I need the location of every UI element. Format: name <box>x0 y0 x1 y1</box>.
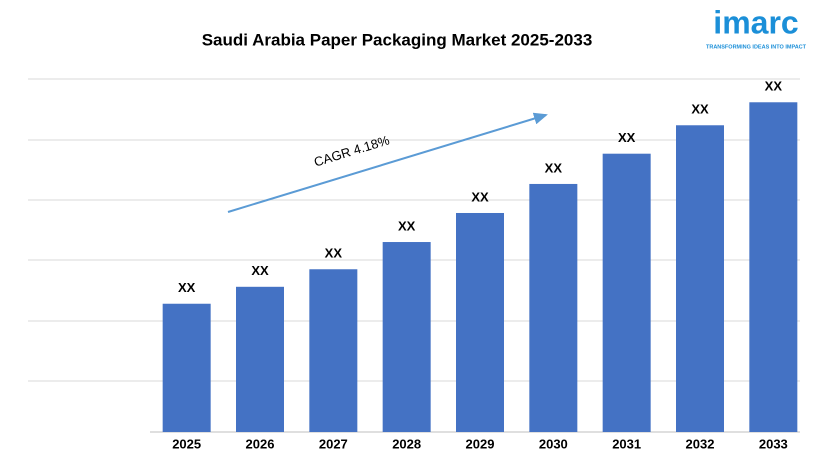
x-tick-label: 2029 <box>466 436 495 451</box>
value-label: XX <box>765 79 783 94</box>
x-tick-label: 2028 <box>392 436 421 451</box>
bar <box>309 269 358 432</box>
bar <box>602 153 651 432</box>
x-tick-label: 2030 <box>539 436 568 451</box>
x-tick-label: 2031 <box>612 436 641 451</box>
bar <box>162 303 211 432</box>
trend-arrow <box>227 112 548 213</box>
x-tick-label: 2026 <box>246 436 275 451</box>
bar <box>529 183 578 432</box>
x-tick-label: 2032 <box>686 436 715 451</box>
value-label: XX <box>691 102 709 117</box>
x-tick-label: 2027 <box>319 436 348 451</box>
value-label: XX <box>251 263 269 278</box>
bar <box>382 242 431 432</box>
value-label: XX <box>545 160 563 175</box>
value-label: XX <box>398 218 416 233</box>
bar <box>749 102 798 433</box>
bar <box>236 286 284 432</box>
cagr-annotation: CAGR 4.18% <box>312 132 391 169</box>
bar <box>456 212 504 432</box>
bar <box>676 125 724 432</box>
value-label: XX <box>325 246 343 261</box>
value-label: XX <box>178 280 196 295</box>
chart-title: Saudi Arabia Paper Packaging Market 2025… <box>202 30 593 49</box>
value-label: XX <box>471 189 489 204</box>
value-label: XX <box>618 130 636 145</box>
x-tick-label: 2033 <box>759 436 788 451</box>
x-tick-label: 2025 <box>172 436 201 451</box>
logo-tagline: TRANSFORMING IDEAS INTO IMPACT <box>706 44 807 50</box>
logo: imarc <box>713 4 798 40</box>
